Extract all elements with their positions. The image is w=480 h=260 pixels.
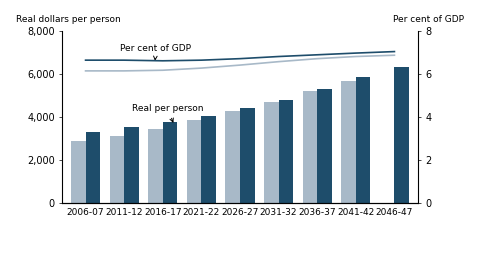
- Bar: [202, 116, 216, 203]
- Bar: [225, 110, 240, 203]
- Bar: [187, 120, 202, 203]
- Bar: [317, 89, 332, 203]
- Text: Per cent of GDP: Per cent of GDP: [393, 15, 464, 24]
- Bar: [395, 67, 409, 203]
- Bar: [109, 136, 124, 203]
- Bar: [71, 141, 85, 203]
- Bar: [278, 100, 293, 203]
- Text: Per cent of GDP: Per cent of GDP: [120, 44, 192, 60]
- Bar: [356, 77, 371, 203]
- Text: Real dollars per person: Real dollars per person: [16, 15, 121, 24]
- Text: Real per person: Real per person: [132, 104, 204, 122]
- Bar: [85, 132, 100, 203]
- Bar: [302, 91, 317, 203]
- Bar: [341, 81, 356, 203]
- Bar: [148, 129, 163, 203]
- Legend: IGR1, IGR2: IGR1, IGR2: [182, 259, 298, 260]
- Bar: [163, 122, 178, 203]
- Bar: [240, 108, 255, 203]
- Bar: [124, 127, 139, 203]
- Bar: [264, 102, 278, 203]
